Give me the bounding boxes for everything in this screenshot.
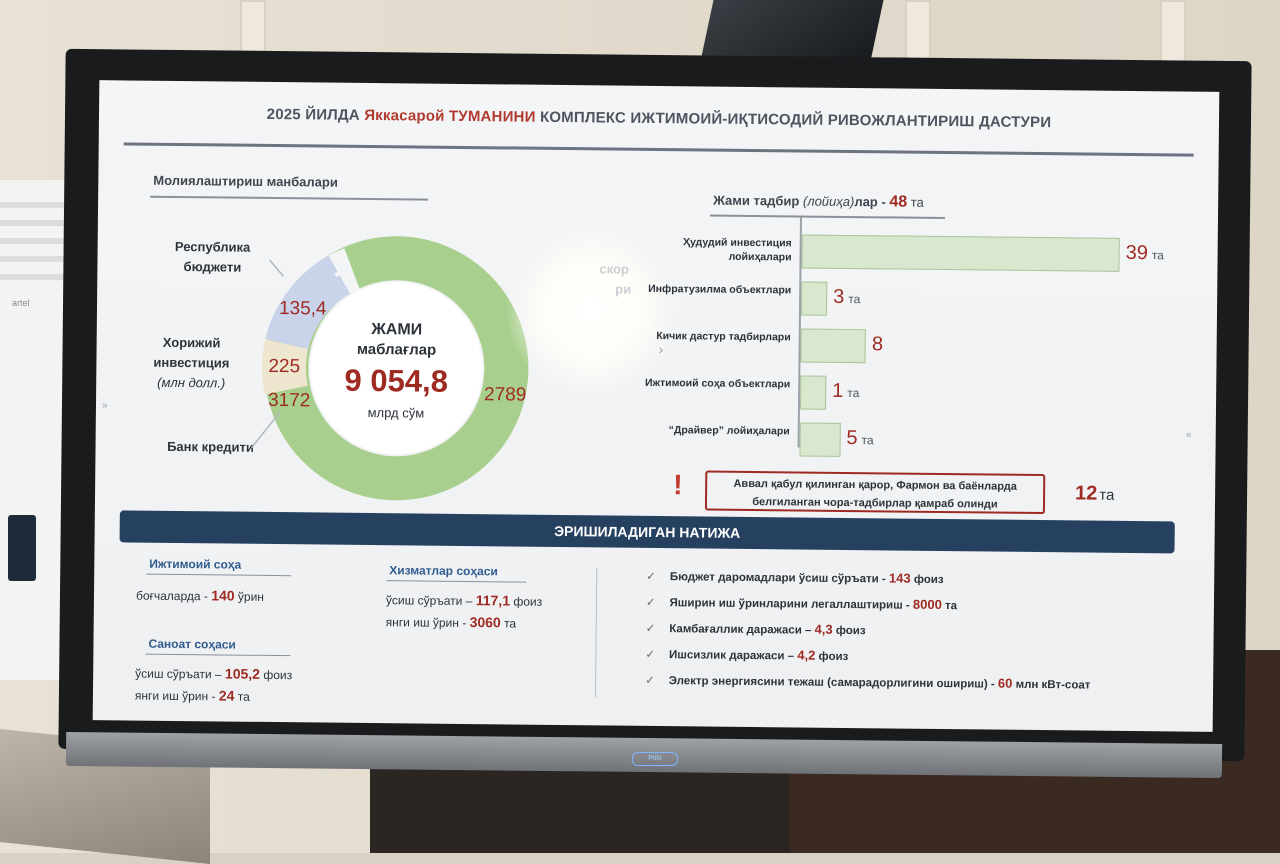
glare-obscured-label-a: скор [599,261,629,277]
ac-control-panel [8,515,36,581]
check-icon: ✓ [645,648,656,662]
projects-underline [709,214,945,220]
checklist-item: ✓ Яширин иш ўринларини легаллаштириш - 80… [645,596,958,613]
services-heading: Хизматлар соҳаси [389,563,498,579]
donut-center-line1: ЖАМИ [371,321,423,339]
results-divider [594,567,598,698]
note-box: Аввал қабул қилинган қарор, Фармон ва ба… [704,470,1046,515]
bar-value: 8 [871,333,884,356]
services-jobs: янги иш ўрин - 3060 та [385,614,517,631]
industry-jobs: янги иш ўрин - 24 та [134,687,250,704]
donut-svg [261,236,529,501]
bar [800,328,867,364]
bar-value: 1 та [832,379,860,402]
check-icon: ✓ [646,570,656,584]
industry-growth: ўсиш сўръати – 105,2 фоиз [135,665,293,683]
checklist-item: ✓ Бюджет даромадлари ўсиш сўръати - 143 ф… [646,570,944,587]
donut-unit: млрд сўм [367,404,425,421]
industry-heading: Саноат соҳаси [148,636,236,652]
donut-segment-budget [265,255,351,351]
slide-title: 2025 ЙИЛДА Яккасарой ТУМАНИНИ КОМПЛЕКС И… [266,105,1052,132]
checklist-item: ✓ Электр энергиясини тежаш (самарадорлиги… [645,674,1091,692]
title-rule [123,142,1194,157]
bar-label: “Драйвер” лойиҳалари [668,424,790,438]
donut-segment-foreign [261,339,309,395]
segment-value-other: 2789 [483,384,527,406]
check-icon: ✓ [645,622,656,636]
label-foreign-investment: Хорижий инвестиция [153,334,230,371]
donut-center-line2: маблағлар [356,340,437,359]
exclamation-icon: ! [673,469,683,501]
label-foreign-unit: (млн долл.) [157,374,226,391]
display-logo: Ptilo [632,752,678,766]
social-result: боғчаларда - 140 ўрин [135,587,265,604]
note-value: 12 та [1074,482,1115,505]
check-icon: ✓ [645,596,656,610]
funding-donut: ЖАМИ маблағлар 9 054,8 млрд сўм 135,4 22… [255,232,538,505]
bar-label: Ҳудудий инвестиция лойиҳалари [682,236,792,264]
funding-heading: Молиялаштириш манбалари [153,172,338,190]
presentation-slide: 2025 ЙИЛДА Яккасарой ТУМАНИНИ КОМПЛЕКС И… [92,80,1220,732]
results-band: ЭРИШИЛАДИГАН НАТИЖА [119,510,1175,554]
social-heading: Ижтимоий соҳа [149,556,242,572]
bar [801,234,1120,272]
bar-value: 39 та [1125,241,1164,265]
double-chevron-left-icon[interactable]: « [1185,429,1192,441]
display-stand [370,760,790,853]
bar-label: Инфратузилма объектлари [648,282,792,297]
funding-underline [150,195,429,201]
chevron-right-icon[interactable]: › [658,341,664,358]
checklist-item: ✓ Камбағаллик даражаси – 4,3 фоиз [645,621,866,638]
donut-hole [310,282,483,455]
bar-label: Ижтимоий соҳа объектлари [644,376,791,391]
glare-obscured-label-b: ри [615,281,632,297]
projects-heading: Жами тадбир (лойиҳа)лар - 48 та [713,192,924,211]
donut-total: 9 054,8 [344,362,449,399]
double-chevron-right-icon[interactable]: » [101,400,108,412]
checklist-item: ✓ Ишсизлик даражаси – 4,2 фоиз [645,647,849,664]
bar [799,422,841,457]
leader-lines [250,259,284,449]
services-growth: ўсиш сўръати – 117,1 фоиз [385,592,543,609]
check-icon: ✓ [645,674,655,688]
bar-value: 3 та [833,285,861,308]
bar [800,281,828,316]
bar [799,375,827,410]
ac-brand: artel [12,298,30,308]
bar-value: 5 та [846,426,874,450]
